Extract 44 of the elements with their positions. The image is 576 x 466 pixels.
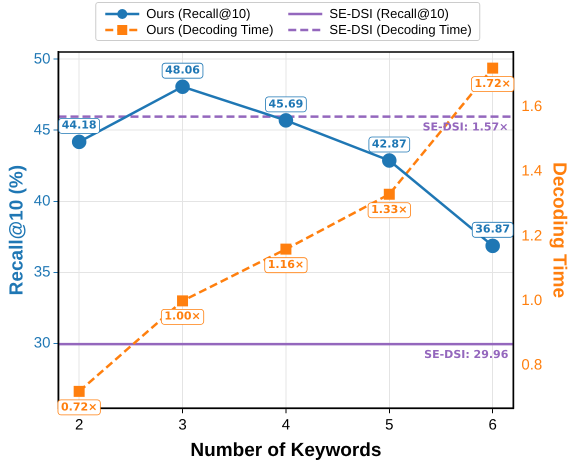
point [382,153,397,168]
x-axis-title: Number of Keywords [190,440,382,461]
data-label: SE-DSI: 1.57× [422,120,508,134]
point [487,62,498,74]
legend-label: SE-DSI (Recall@10) [329,6,449,21]
legend-label: SE-DSI (Decoding Time) [329,22,472,37]
point [74,386,85,397]
y2-tick-label: 0.8 [521,356,542,374]
data-label: 36.87 [475,222,510,236]
y-tick-label: 40 [34,192,50,210]
data-label: 48.06 [165,64,200,77]
y2-axis-title: Decoding Time [548,162,570,298]
point [177,295,188,306]
data-label: 42.87 [372,137,407,150]
point [278,113,294,128]
data-label: 1.33× [371,203,408,216]
y2-tick-label: 1.4 [521,162,542,180]
legend-label: Ours (Recall@10) [146,6,250,21]
data-label: 1.00× [164,310,201,323]
x-tick-label: 6 [488,416,497,434]
legend-label: Ours (Decoding Time) [146,22,274,37]
data-label: 45.69 [268,97,304,110]
data-label: 0.72× [60,400,98,414]
data-label: SE-DSI: 29.96 [424,348,509,361]
x-tick-label: 5 [385,416,394,434]
point [384,188,395,200]
point [72,134,86,150]
point [280,244,292,255]
point [485,238,500,254]
data-label: 1.72× [474,77,511,90]
data-label: 1.16× [268,258,304,272]
y2-tick-label: 1.0 [521,292,542,310]
point [175,79,190,94]
y-tick-label: 30 [34,334,50,352]
y-axis-title: Recall@10 (%) [6,164,28,296]
x-tick-label: 3 [178,416,187,434]
x-tick-label: 4 [282,416,290,434]
y2-tick-label: 1.6 [521,98,542,116]
y-tick-label: 35 [34,264,50,281]
x-tick-label: 2 [74,416,84,434]
y2-tick-label: 1.2 [521,227,542,244]
data-label: 44.18 [62,118,97,132]
y-tick-label: 45 [34,121,50,138]
y-tick-label: 50 [34,50,50,68]
